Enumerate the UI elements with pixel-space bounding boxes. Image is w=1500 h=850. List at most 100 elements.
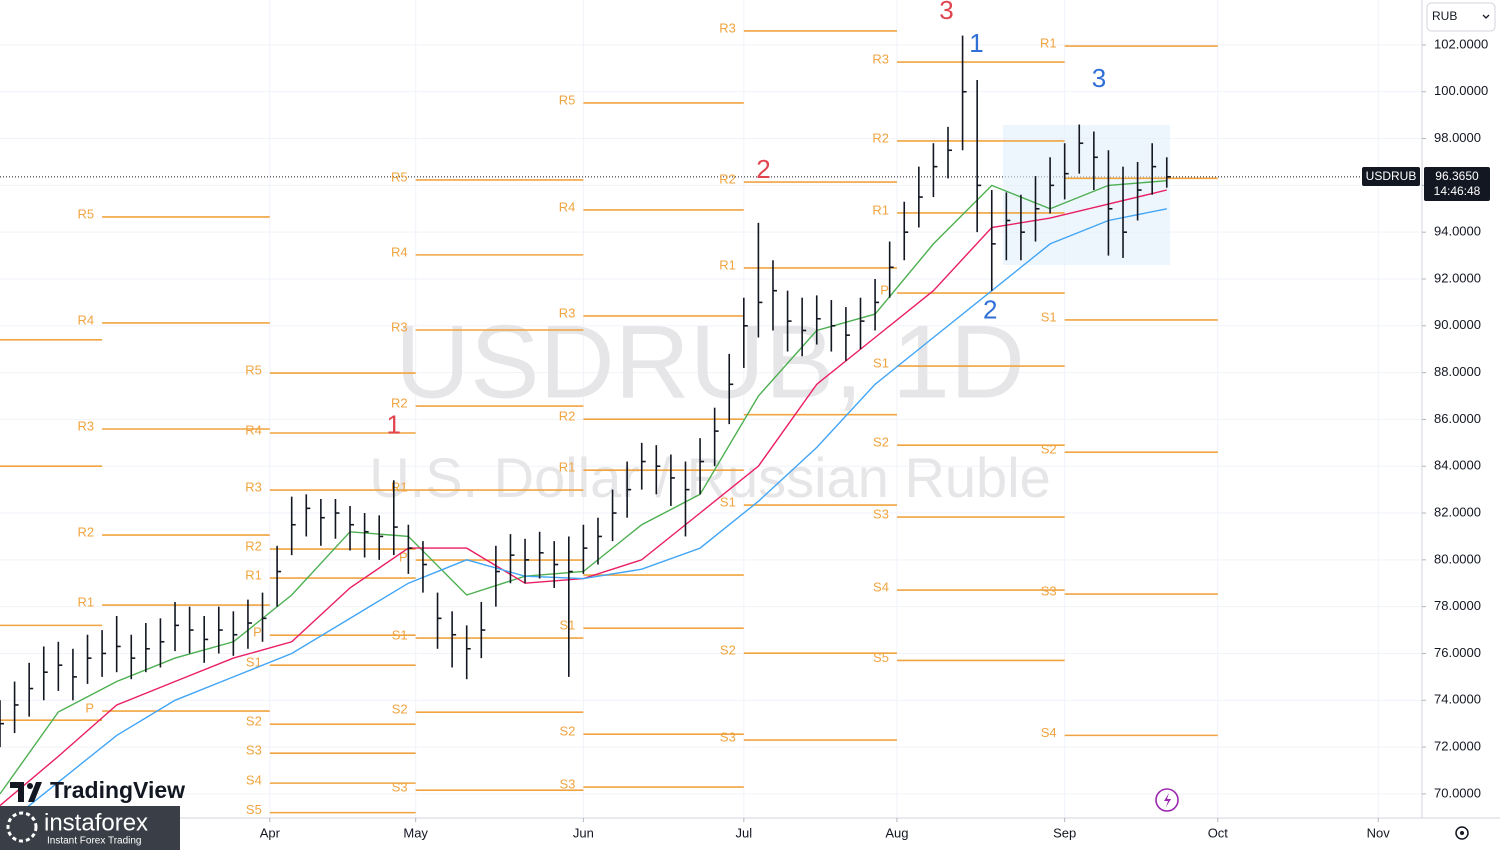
alert-bolt [1164, 793, 1171, 807]
y-tick-label: 82.0000 [1434, 504, 1481, 519]
pivot-label: S3 [720, 729, 736, 744]
tradingview-logo: TradingView [10, 777, 185, 803]
pivot-label: R2 [719, 172, 736, 187]
pivot-label: P [253, 625, 262, 640]
pivot-label: R5 [77, 206, 94, 221]
countdown-label: 14:46:48 [1434, 184, 1481, 198]
pivot-label: S3 [392, 780, 408, 795]
y-tick-label: 100.0000 [1434, 83, 1488, 98]
wave-label: 2 [983, 295, 997, 325]
pivot-label: S4 [246, 773, 262, 788]
moving-average-line [12, 208, 1167, 818]
currency-box[interactable] [1426, 2, 1496, 32]
instaforex-tagline: Instant Forex Trading [47, 836, 142, 847]
pivot-label: S2 [246, 714, 262, 729]
pivot-label: R1 [391, 480, 408, 495]
pivot-label: R2 [559, 409, 576, 424]
x-tick-label: Jun [573, 825, 594, 840]
pivot-label: P [399, 550, 408, 565]
pivot-label: R2 [391, 396, 408, 411]
pivot-label: P [85, 700, 94, 715]
dropdown-caret[interactable] [1482, 14, 1490, 19]
pivot-label: R1 [559, 460, 576, 475]
pivot-label: S2 [559, 724, 575, 739]
y-tick-label: 102.0000 [1434, 36, 1488, 51]
pivot-label: R3 [77, 418, 94, 433]
pivot-label: S2 [873, 435, 889, 450]
currency-select[interactable]: RUB [1426, 2, 1496, 32]
y-tick-label: 86.0000 [1434, 411, 1481, 426]
symbol-tag [1362, 167, 1420, 186]
pivot-label: R4 [245, 422, 262, 437]
pivot-label: S1 [1041, 309, 1057, 324]
pivot-label: S4 [873, 579, 889, 594]
pivot-label: R4 [559, 199, 576, 214]
x-tick-label: Oct [1208, 825, 1229, 840]
y-tick-label: 70.0000 [1434, 785, 1481, 800]
instaforex-wordmark: instaforex [44, 809, 148, 836]
y-tick-label: 92.0000 [1434, 270, 1481, 285]
instaforex-logo: instaforex Instant Forex Trading [0, 806, 180, 850]
pivot-label: R2 [77, 524, 94, 539]
y-tick-label: 98.0000 [1434, 130, 1481, 145]
pivot-label: S1 [720, 495, 736, 510]
pivot-label: S4 [1041, 725, 1057, 740]
wave-label: 1 [387, 409, 401, 439]
pivot-label: R1 [719, 257, 736, 272]
x-tick-label: May [403, 825, 428, 840]
pivot-label: S1 [559, 618, 575, 633]
pivot-label: S1 [873, 355, 889, 370]
price-bars [0, 35, 1171, 748]
instaforex-box [0, 806, 180, 850]
x-tick-label: Apr [260, 825, 281, 840]
last-price-tag [1424, 167, 1490, 201]
alert-icon[interactable] [1155, 788, 1179, 812]
y-tick-label: 80.0000 [1434, 551, 1481, 566]
pivot-label: R5 [245, 363, 262, 378]
tv-mark [10, 782, 42, 802]
volume-profile-area [1003, 125, 1170, 265]
pivot-label: R3 [391, 319, 408, 334]
y-tick-label: 94.0000 [1434, 224, 1481, 239]
tv-dot [27, 783, 33, 789]
last-price-label: 96.3650 [1435, 169, 1479, 183]
tv-wordmark: TradingView [50, 777, 185, 803]
y-tick-label: 88.0000 [1434, 364, 1481, 379]
pivot-label: S2 [392, 702, 408, 717]
pivot-label: S5 [873, 650, 889, 665]
pivot-label: S2 [720, 643, 736, 658]
watermark-title: USDRUB, 1D [395, 304, 1025, 420]
currency-label[interactable]: RUB [1432, 9, 1457, 23]
x-tick-label: Jul [736, 825, 753, 840]
pivot-label: R5 [559, 92, 576, 107]
pivot-label: S3 [1041, 583, 1057, 598]
pivot-label: S1 [246, 655, 262, 670]
grid [0, 0, 1422, 818]
x-tick-label: Nov [1367, 825, 1391, 840]
pivot-label: S3 [559, 777, 575, 792]
y-tick-label: 72.0000 [1434, 739, 1481, 754]
pivot-label: R1 [872, 202, 889, 217]
pivot-label: S5 [246, 802, 262, 817]
x-tick-label: Aug [885, 825, 908, 840]
pivot-label: R1 [77, 594, 94, 609]
x-tick-label: Sep [1053, 825, 1076, 840]
pivot-label: S1 [392, 627, 408, 642]
pivot-label: R2 [872, 130, 889, 145]
pivot-levels: R5 R4 R3 R2 R1 P R5 R4 R3 R2 R1 P S1 S2 S3 S4 S5 R5 R4 R3 R2… [0, 20, 1218, 817]
symbol-label: USDRUB [1366, 169, 1417, 183]
wave-label: 2 [756, 154, 770, 184]
pivot-label: R5 [391, 169, 408, 184]
instaforex-mark [6, 811, 38, 843]
pivot-label: R3 [245, 480, 262, 495]
pivot-label: R3 [872, 51, 889, 66]
pivot-label: R4 [77, 312, 94, 327]
y-tick-label: 90.0000 [1434, 317, 1481, 332]
pivot-label: R3 [719, 20, 736, 35]
price-tag: USDRUB 96.3650 14:46:48 [1362, 167, 1490, 201]
pivot-label: P [880, 282, 889, 297]
settings-icon[interactable] [1455, 826, 1469, 840]
pivot-label: S2 [1041, 442, 1057, 457]
